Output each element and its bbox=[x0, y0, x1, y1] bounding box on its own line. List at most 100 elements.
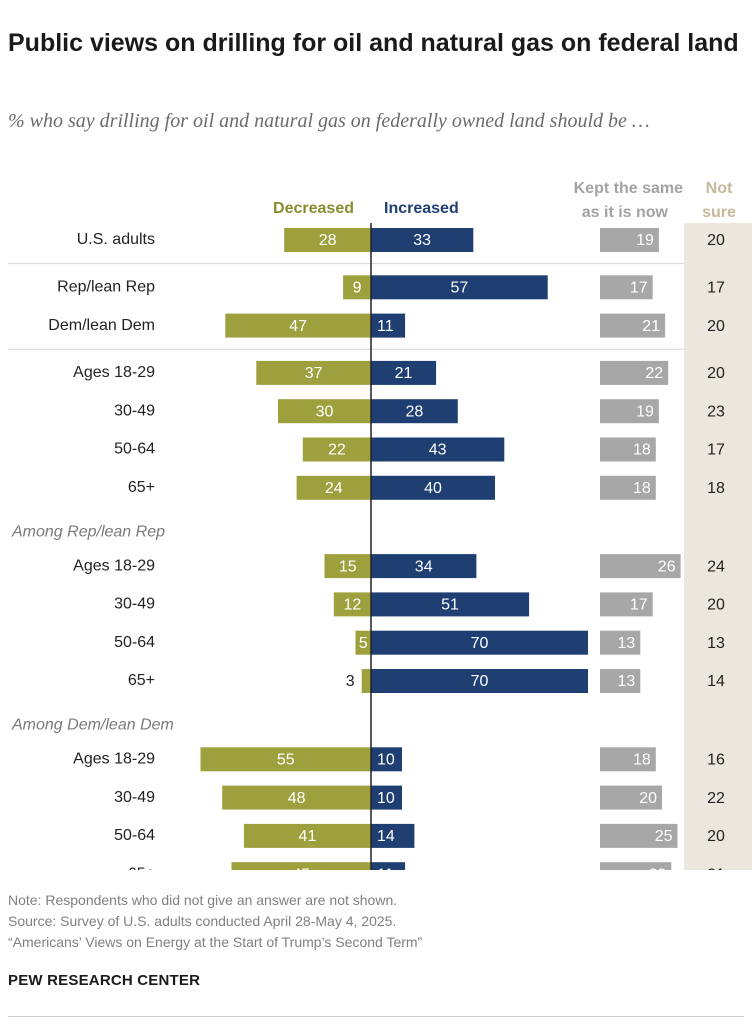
value-kept-same: 20 bbox=[639, 790, 657, 807]
row-label: 65+ bbox=[128, 672, 155, 689]
not-sure-column-panel bbox=[684, 223, 752, 870]
bar-increased bbox=[371, 228, 474, 252]
value-not-sure: 13 bbox=[707, 635, 725, 652]
value-kept-same: 25 bbox=[655, 828, 673, 845]
group-header: Among Rep/lean Rep bbox=[11, 523, 165, 540]
pew-research-center-logo: PEW RESEARCH CENTER bbox=[8, 972, 201, 989]
value-increased: 51 bbox=[441, 597, 459, 614]
value-kept-same: 17 bbox=[630, 597, 648, 614]
bar-kept-same bbox=[600, 475, 656, 500]
bar-kept-same bbox=[600, 399, 659, 424]
bar-kept-same bbox=[600, 630, 641, 655]
legend-kept-same-line1: Kept the same bbox=[574, 180, 683, 197]
value-increased: 14 bbox=[377, 828, 395, 845]
value-increased: 28 bbox=[406, 403, 424, 420]
row-label: Dem/lean Dem bbox=[48, 317, 155, 334]
value-increased: 11 bbox=[377, 318, 394, 335]
value-not-sure: 20 bbox=[707, 365, 725, 382]
row-label: 30-49 bbox=[114, 402, 155, 419]
bar-decreased bbox=[333, 592, 371, 617]
value-decreased: 22 bbox=[328, 442, 346, 459]
value-not-sure: 23 bbox=[707, 403, 725, 420]
value-increased: 57 bbox=[450, 280, 468, 297]
bar-kept-same bbox=[600, 669, 641, 693]
value-kept-same: 13 bbox=[618, 635, 636, 652]
value-increased: 70 bbox=[471, 635, 489, 652]
value-not-sure: 20 bbox=[707, 318, 725, 335]
value-decreased: 37 bbox=[305, 365, 323, 382]
bar-increased bbox=[371, 592, 530, 617]
bar-decreased bbox=[324, 554, 371, 579]
chart-title: Public views on drilling for oil and nat… bbox=[8, 29, 739, 57]
value-kept-same: 18 bbox=[633, 442, 651, 459]
row-label: Rep/lean Rep bbox=[57, 279, 155, 296]
legend-not-sure-line2: sure bbox=[702, 204, 736, 221]
row-label: 50-64 bbox=[114, 634, 155, 651]
row-label: 30-49 bbox=[114, 596, 155, 613]
bar-increased bbox=[371, 475, 495, 500]
value-decreased: 24 bbox=[325, 480, 343, 497]
bar-decreased bbox=[256, 360, 371, 385]
bar-decreased bbox=[302, 437, 371, 462]
row-label: Ages 18-29 bbox=[73, 751, 155, 768]
value-not-sure: 14 bbox=[707, 673, 725, 690]
value-not-sure: 18 bbox=[707, 480, 725, 497]
bar-kept-same bbox=[600, 823, 678, 848]
row-label: 30-49 bbox=[114, 789, 155, 806]
bar-decreased bbox=[225, 313, 371, 338]
bar-decreased bbox=[243, 823, 371, 848]
bar-increased bbox=[371, 360, 437, 385]
bar-increased bbox=[371, 399, 458, 424]
bar-increased bbox=[371, 669, 588, 693]
group-header: Among Dem/lean Dem bbox=[11, 717, 174, 734]
value-kept-same: 19 bbox=[636, 232, 654, 249]
bar-decreased bbox=[222, 785, 371, 810]
bar-kept-same bbox=[600, 554, 681, 579]
bar-increased bbox=[371, 862, 406, 870]
bar-decreased bbox=[284, 228, 371, 252]
bar-decreased bbox=[361, 669, 371, 693]
bar-increased bbox=[371, 630, 588, 655]
value-increased: 70 bbox=[471, 673, 489, 690]
value-kept-same: 23 bbox=[649, 866, 667, 870]
value-not-sure: 17 bbox=[707, 442, 725, 459]
value-not-sure: 16 bbox=[707, 752, 725, 769]
value-not-sure: 24 bbox=[707, 558, 725, 575]
bar-decreased bbox=[355, 630, 371, 655]
chart-note: Note: Respondents who did not give an an… bbox=[8, 890, 744, 953]
row-label: 65+ bbox=[128, 479, 155, 496]
value-increased: 34 bbox=[415, 558, 433, 575]
value-increased: 33 bbox=[413, 232, 431, 249]
source-line: Source: Survey of U.S. adults conducted … bbox=[8, 913, 397, 929]
value-kept-same: 22 bbox=[645, 365, 663, 382]
bar-decreased bbox=[296, 475, 371, 500]
value-decreased: 47 bbox=[289, 318, 307, 335]
value-decreased: 9 bbox=[353, 280, 362, 297]
value-decreased: 55 bbox=[277, 752, 295, 769]
value-increased: 40 bbox=[424, 480, 442, 497]
legend-kept-same-line2: as it is now bbox=[582, 204, 669, 221]
row-label: U.S. adults bbox=[77, 231, 155, 248]
diverging-bar-chart: Decreased Increased Kept the same as it is … bbox=[8, 180, 752, 870]
bar-increased bbox=[371, 554, 477, 579]
value-kept-same: 19 bbox=[636, 403, 654, 420]
value-decreased: 30 bbox=[316, 403, 334, 420]
value-increased: 43 bbox=[429, 442, 447, 459]
bar-increased bbox=[371, 275, 548, 300]
value-decreased: 3 bbox=[346, 673, 355, 690]
bar-decreased bbox=[231, 862, 371, 870]
bar-kept-same bbox=[600, 785, 662, 810]
row-label: Ages 18-29 bbox=[73, 364, 155, 381]
bar-increased bbox=[371, 785, 402, 810]
legend-not-sure-line1: Not bbox=[706, 180, 733, 197]
bar-decreased bbox=[200, 747, 371, 772]
value-kept-same: 13 bbox=[618, 673, 636, 690]
value-increased: 10 bbox=[377, 790, 395, 807]
value-decreased: 12 bbox=[344, 597, 362, 614]
value-not-sure: 20 bbox=[707, 232, 725, 249]
bar-kept-same bbox=[600, 360, 669, 385]
value-increased: 21 bbox=[395, 365, 413, 382]
note-line: Note: Respondents who did not give an an… bbox=[8, 892, 398, 908]
bar-increased bbox=[371, 437, 505, 462]
value-kept-same: 18 bbox=[633, 480, 651, 497]
